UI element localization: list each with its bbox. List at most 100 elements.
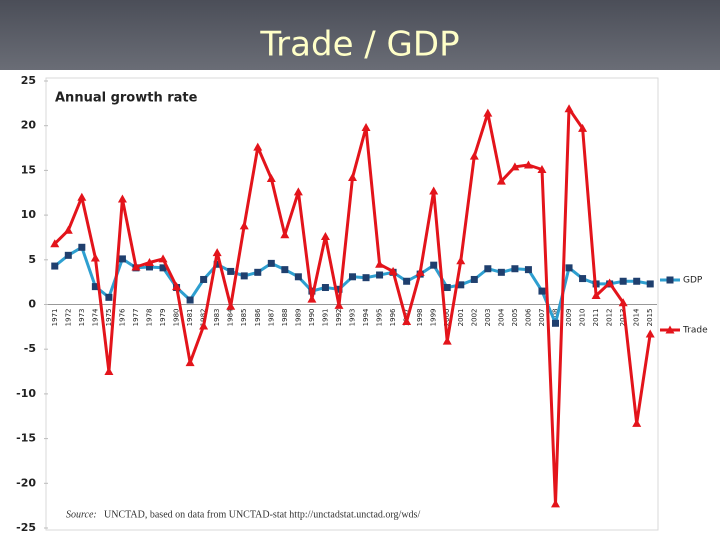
data-point <box>212 248 222 257</box>
x-tick-label: 1985 <box>240 309 248 327</box>
data-point <box>105 293 113 301</box>
x-tick-label: 1999 <box>430 309 438 327</box>
x-tick-label: 2002 <box>470 309 478 327</box>
x-tick-label: 2001 <box>457 309 465 327</box>
data-point <box>281 266 289 274</box>
data-point <box>456 256 466 265</box>
x-tick-label: 1987 <box>267 309 275 327</box>
data-point <box>484 265 492 273</box>
data-point <box>578 123 588 132</box>
data-point <box>240 272 248 280</box>
data-point <box>510 162 520 171</box>
data-point <box>293 187 303 196</box>
data-point <box>523 160 533 169</box>
x-tick-label: 1982 <box>200 309 208 327</box>
data-point <box>497 268 505 276</box>
x-tick-label: 1993 <box>349 309 357 327</box>
data-point <box>524 266 532 274</box>
data-point <box>415 267 425 276</box>
source-text: UNCTAD, based on data from UNCTAD-stat h… <box>104 509 420 520</box>
y-tick-label: -10 <box>16 387 36 400</box>
x-tick-label: 1986 <box>254 308 262 326</box>
data-point <box>349 273 356 281</box>
x-tick-label: 1992 <box>335 309 343 327</box>
data-point <box>199 321 209 330</box>
data-point <box>131 262 141 271</box>
data-point <box>376 271 384 279</box>
data-point <box>51 262 59 270</box>
y-tick-label: 20 <box>21 119 37 132</box>
x-tick-label: 2009 <box>565 309 573 327</box>
data-point <box>63 225 73 234</box>
x-tick-label: 2014 <box>633 308 641 326</box>
data-point <box>266 173 276 182</box>
data-point <box>117 194 127 203</box>
data-point <box>375 259 385 268</box>
x-tick-label: 1995 <box>376 309 384 327</box>
y-tick-label: -5 <box>24 342 36 355</box>
data-point <box>632 418 642 427</box>
data-point <box>457 281 465 289</box>
data-point <box>213 260 221 268</box>
data-point <box>538 287 546 295</box>
data-point <box>294 273 302 281</box>
data-point <box>104 367 114 376</box>
data-point <box>551 499 560 508</box>
data-point <box>335 285 343 293</box>
x-tick-label: 2000 <box>443 309 451 327</box>
data-point <box>267 259 275 267</box>
data-point <box>118 255 126 263</box>
x-tick-label: 2007 <box>538 309 546 327</box>
data-point <box>388 266 398 275</box>
x-tick-label: 2006 <box>524 308 532 326</box>
x-tick-label: 2004 <box>497 308 505 326</box>
x-tick-label: 1971 <box>51 309 59 327</box>
data-point <box>619 277 627 285</box>
data-point <box>361 122 371 131</box>
x-tick-label: 2012 <box>606 309 614 327</box>
data-point <box>172 282 182 291</box>
data-point <box>496 176 506 185</box>
x-tick-label: 1998 <box>416 309 424 327</box>
data-point <box>565 264 573 272</box>
data-point <box>537 165 547 174</box>
x-tick-label: 1988 <box>281 309 289 327</box>
y-tick-label: 0 <box>28 298 36 311</box>
data-point <box>158 254 168 263</box>
x-tick-label: 1990 <box>308 309 316 327</box>
x-tick-label: 1977 <box>132 309 140 327</box>
data-point <box>470 275 478 283</box>
x-tick-label: 1972 <box>64 309 72 327</box>
data-point <box>78 243 86 251</box>
data-point <box>469 151 479 160</box>
data-point <box>402 316 412 325</box>
x-tick-label: 1978 <box>146 309 154 327</box>
data-point <box>307 294 317 303</box>
slide-title: Trade / GDP <box>259 25 459 65</box>
y-tick-label: 10 <box>21 208 37 221</box>
data-point <box>430 261 438 269</box>
data-point <box>254 268 262 276</box>
data-point <box>579 275 587 283</box>
y-tick-label: 25 <box>21 74 36 87</box>
x-tick-label: 1974 <box>91 308 99 326</box>
x-tick-label: 1979 <box>159 309 167 327</box>
data-point <box>226 301 236 310</box>
x-tick-label: 2010 <box>579 309 587 327</box>
legend-marker <box>666 276 674 284</box>
x-tick-label: 1976 <box>118 308 126 326</box>
x-tick-label: 1973 <box>78 309 86 327</box>
data-point <box>443 284 451 292</box>
data-point <box>552 319 559 327</box>
x-tick-label: 2013 <box>619 309 627 327</box>
y-tick-label: 15 <box>21 163 36 176</box>
legend-marker <box>665 325 675 334</box>
x-tick-label: 1989 <box>294 309 302 327</box>
data-point <box>200 275 208 283</box>
data-point <box>159 264 167 272</box>
x-tick-label: 1996 <box>389 308 397 326</box>
data-point <box>511 265 519 273</box>
data-point <box>442 336 452 345</box>
data-point <box>186 296 194 304</box>
